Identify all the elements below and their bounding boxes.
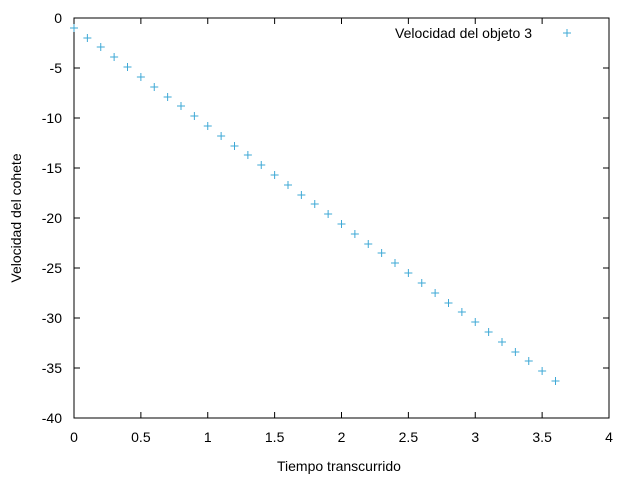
data-point	[551, 377, 560, 385]
data-point	[163, 93, 172, 101]
data-point	[538, 367, 547, 375]
x-tick-label: 2	[338, 429, 346, 445]
data-point	[377, 249, 386, 257]
y-tick-label: -40	[42, 410, 62, 426]
data-point	[324, 210, 333, 218]
x-tick-label: 1	[204, 429, 212, 445]
data-point	[243, 151, 252, 159]
data-point	[484, 328, 493, 336]
x-axis-label: Tiempo transcurrido	[277, 458, 401, 474]
data-point	[350, 230, 359, 238]
data-point	[297, 191, 306, 199]
data-point	[203, 122, 212, 130]
y-tick-label: 0	[54, 10, 62, 26]
y-tick-label: -5	[50, 60, 63, 76]
data-point	[364, 240, 373, 248]
y-tick-label: -10	[42, 110, 62, 126]
data-point	[444, 299, 453, 307]
data-point	[190, 112, 199, 120]
data-point	[257, 161, 266, 169]
x-tick-label: 4	[605, 429, 613, 445]
data-point	[136, 73, 145, 81]
data-point	[110, 53, 119, 61]
data-point	[431, 289, 440, 297]
data-point	[404, 269, 413, 277]
data-point	[177, 102, 185, 110]
x-tick-label: 3	[471, 429, 479, 445]
data-point	[96, 43, 105, 51]
legend: Velocidad del objeto 3	[395, 25, 571, 41]
data-points	[70, 24, 560, 385]
data-point	[230, 142, 239, 150]
data-point	[284, 181, 292, 189]
data-point	[123, 63, 132, 71]
x-tick-label: 2.5	[399, 429, 419, 445]
data-point	[417, 279, 426, 287]
y-tick-label: -20	[42, 210, 62, 226]
data-point	[70, 24, 78, 32]
data-point	[150, 83, 159, 91]
data-point	[471, 318, 480, 326]
data-point	[83, 34, 92, 42]
legend-label: Velocidad del objeto 3	[395, 25, 532, 41]
x-tick-label: 1.5	[265, 429, 285, 445]
y-tick-label: -35	[42, 360, 62, 376]
legend-marker-plus	[563, 29, 571, 37]
y-tick-label: -30	[42, 310, 62, 326]
data-point	[511, 348, 520, 356]
axis-ticks	[73, 17, 610, 419]
x-tick-label: 0	[70, 429, 78, 445]
data-point	[524, 357, 533, 365]
x-tick-label: 0.5	[131, 429, 151, 445]
axis-tick-labels: 0 0.5 1 1.5 2 2.5 3 3.5 4 0 -5 -10 -15 -20 -25 -30 -35 -4…	[42, 10, 613, 445]
y-tick-label: -25	[42, 260, 62, 276]
x-tick-label: 3.5	[532, 429, 552, 445]
data-point	[457, 308, 466, 316]
data-point	[498, 338, 506, 346]
data-point	[217, 132, 226, 140]
data-point	[391, 259, 399, 267]
y-axis-label: Velocidad del cohete	[8, 153, 24, 282]
data-point	[270, 171, 279, 179]
data-point	[310, 200, 319, 208]
data-point	[337, 220, 346, 228]
legend-marker	[563, 29, 571, 37]
y-tick-label: -15	[42, 160, 62, 176]
